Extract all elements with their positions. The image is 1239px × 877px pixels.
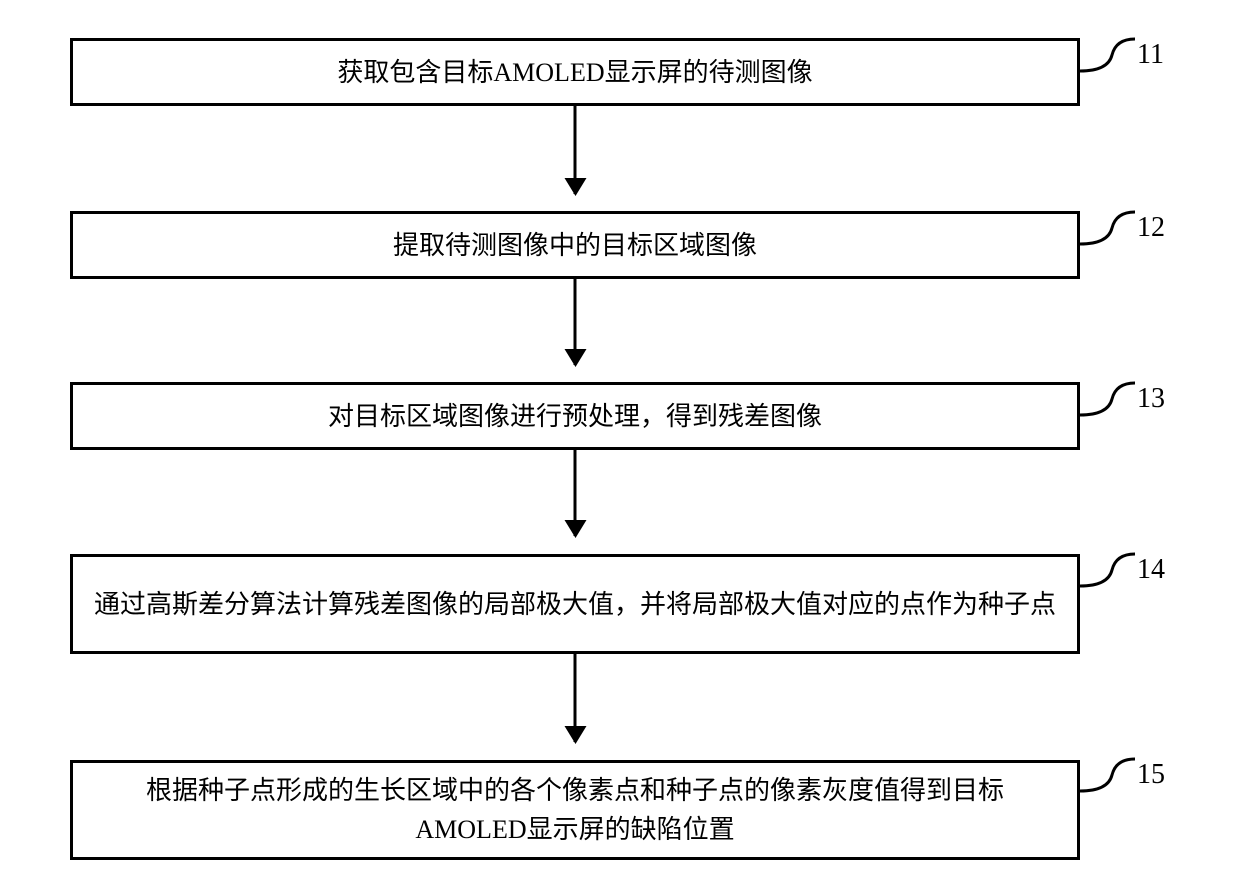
- step-label-14: 14: [1080, 550, 1165, 590]
- step-number: 13: [1137, 383, 1165, 415]
- flowchart-arrow: [574, 106, 577, 194]
- flowchart-step-14: 通过高斯差分算法计算残差图像的局部极大值，并将局部极大值对应的点作为种子点: [70, 554, 1080, 654]
- step-label-12: 12: [1080, 208, 1165, 248]
- step-number: 11: [1137, 39, 1164, 71]
- curve-connector-icon: [1080, 379, 1135, 419]
- curve-connector-icon: [1080, 208, 1135, 248]
- curve-connector-icon: [1080, 755, 1135, 795]
- step-box: 对目标区域图像进行预处理，得到残差图像: [70, 382, 1080, 450]
- step-number: 15: [1137, 759, 1165, 791]
- curve-connector-icon: [1080, 550, 1135, 590]
- step-label-15: 15: [1080, 755, 1165, 795]
- flowchart-arrow: [574, 450, 577, 536]
- step-box: 提取待测图像中的目标区域图像: [70, 211, 1080, 279]
- step-number: 12: [1137, 212, 1165, 244]
- curve-connector-icon: [1080, 35, 1135, 75]
- step-box: 根据种子点形成的生长区域中的各个像素点和种子点的像素灰度值得到目标AMOLED显…: [70, 760, 1080, 860]
- flowchart-arrow: [574, 279, 577, 365]
- flowchart-container: 获取包含目标AMOLED显示屏的待测图像 11 提取待测图像中的目标区域图像 12 对目…: [0, 20, 1239, 877]
- flowchart-step-13: 对目标区域图像进行预处理，得到残差图像: [70, 382, 1080, 450]
- flowchart-arrow: [574, 654, 577, 742]
- step-label-11: 11: [1080, 35, 1164, 75]
- flowchart-step-11: 获取包含目标AMOLED显示屏的待测图像: [70, 38, 1080, 106]
- flowchart-step-12: 提取待测图像中的目标区域图像: [70, 211, 1080, 279]
- step-box: 通过高斯差分算法计算残差图像的局部极大值，并将局部极大值对应的点作为种子点: [70, 554, 1080, 654]
- step-label-13: 13: [1080, 379, 1165, 419]
- flowchart-step-15: 根据种子点形成的生长区域中的各个像素点和种子点的像素灰度值得到目标AMOLED显…: [70, 760, 1080, 860]
- step-box: 获取包含目标AMOLED显示屏的待测图像: [70, 38, 1080, 106]
- step-number: 14: [1137, 554, 1165, 586]
